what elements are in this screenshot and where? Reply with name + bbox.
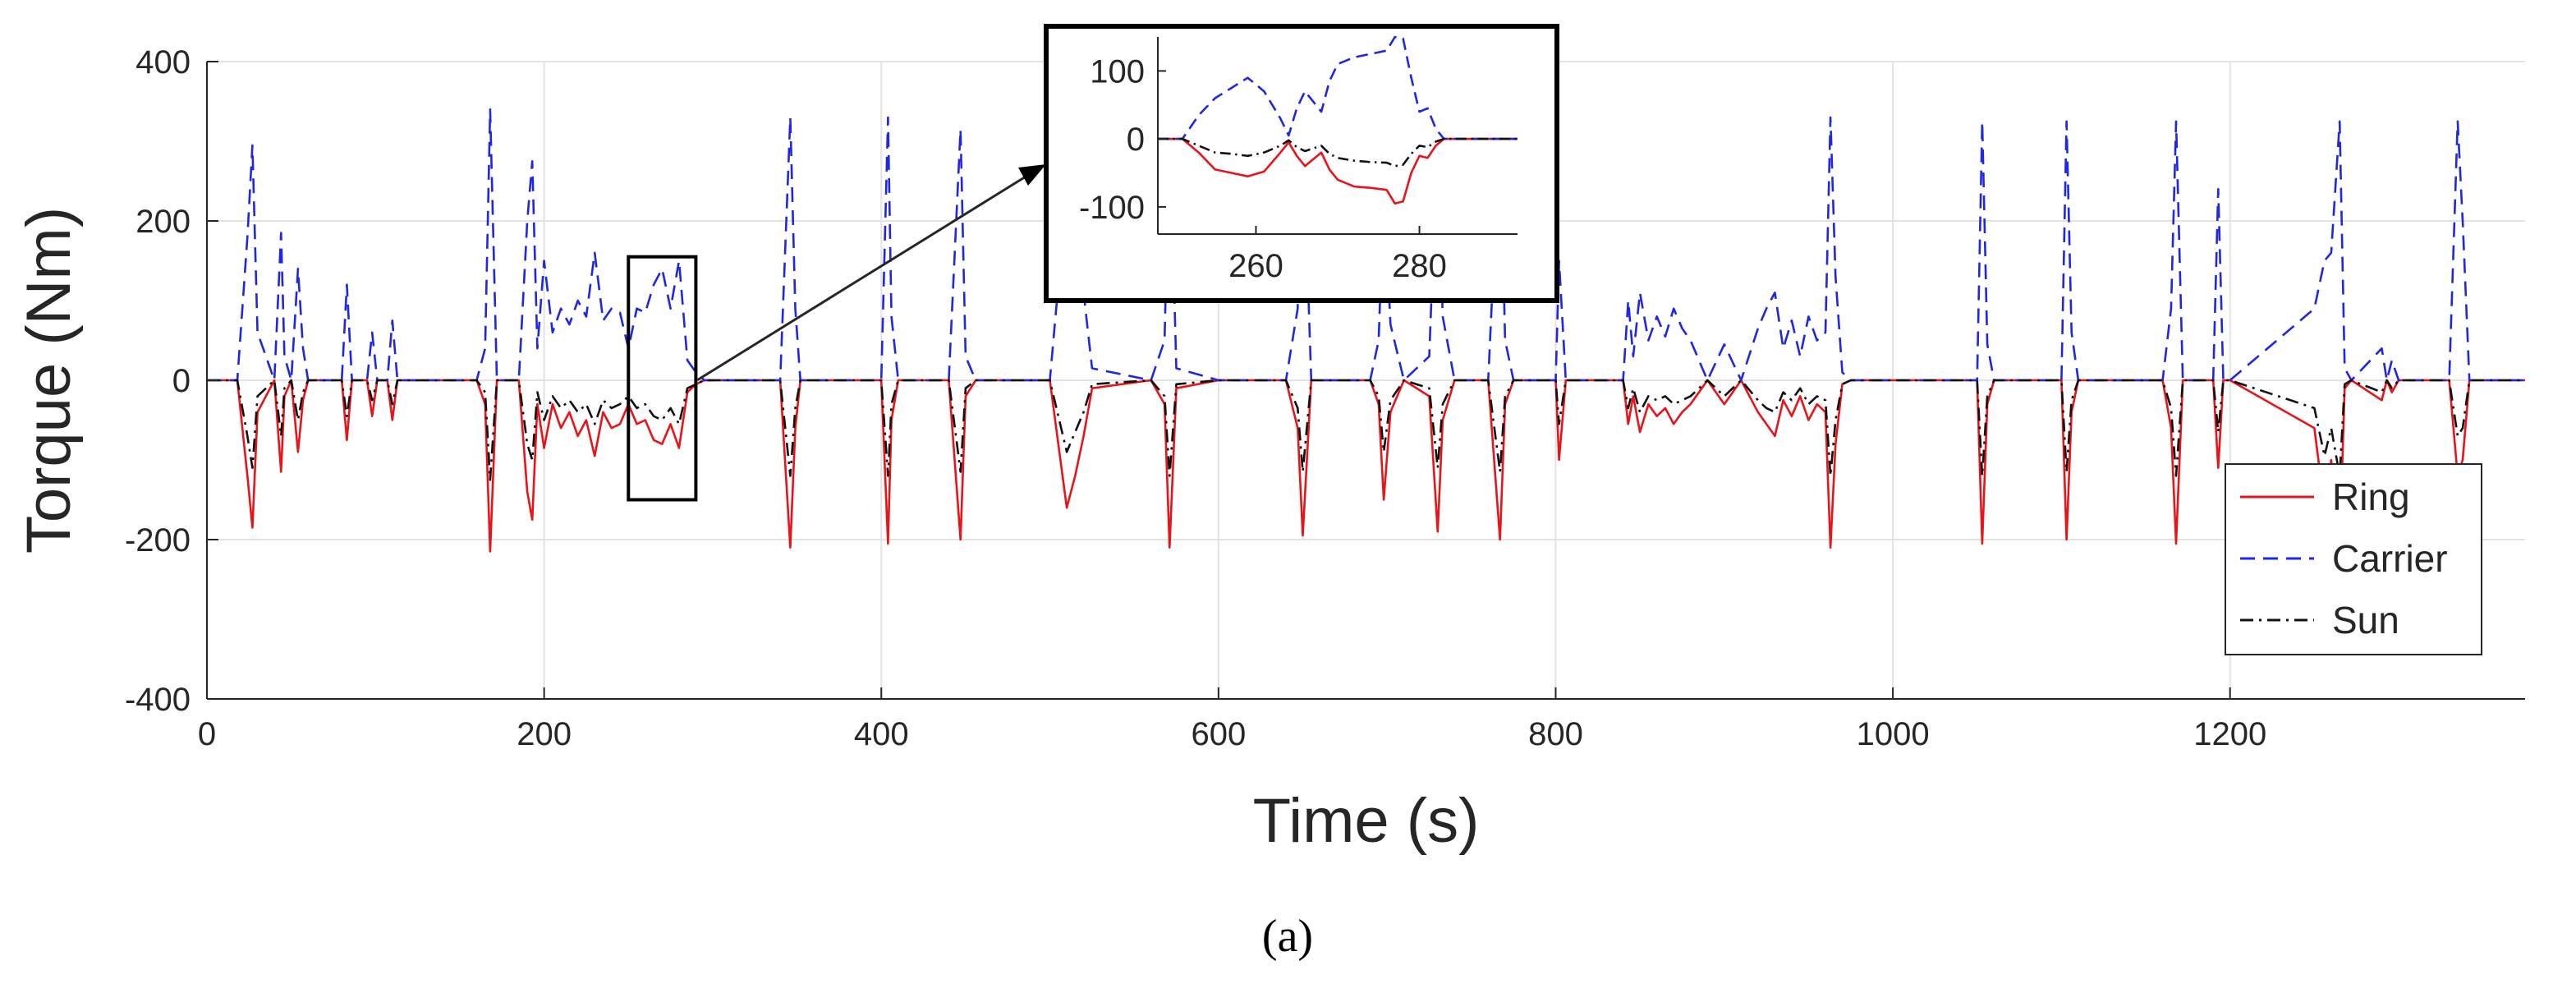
x-tick-label: 400 bbox=[854, 716, 909, 752]
figure-caption: (a) bbox=[1261, 911, 1314, 962]
y-tick-label: 200 bbox=[135, 204, 191, 240]
legend-label-carrier: Carrier bbox=[2332, 537, 2448, 580]
inset-series-line-ring bbox=[1158, 137, 1518, 205]
x-tick-label: 600 bbox=[1191, 716, 1246, 752]
legend: Ring Carrier Sun bbox=[2225, 463, 2482, 655]
inset-y-tick-label: 0 bbox=[1127, 122, 1145, 158]
x-axis-title: Time (s) bbox=[1253, 786, 1480, 856]
inset-plot: 260 280 -100 0 100 bbox=[1044, 24, 1559, 303]
x-tick-label: 200 bbox=[517, 716, 572, 752]
inset-y-tick-label: -100 bbox=[1079, 190, 1145, 226]
y-tick-label: 0 bbox=[172, 363, 191, 399]
zoom-arrow bbox=[696, 164, 1046, 381]
inset-series-line-carrier bbox=[1158, 35, 1518, 140]
zoom-arrow-line bbox=[696, 168, 1037, 381]
y-tick-label: -200 bbox=[125, 522, 191, 558]
inset-x-tick-label: 260 bbox=[1228, 248, 1283, 284]
inset-series-line-sun bbox=[1158, 137, 1518, 168]
y-tick-label: -400 bbox=[125, 682, 191, 718]
inset-x-tick-label: 280 bbox=[1392, 248, 1447, 284]
legend-label-ring: Ring bbox=[2332, 476, 2410, 518]
inset-y-tick-label: 100 bbox=[1090, 53, 1145, 90]
x-tick-label: 1200 bbox=[2193, 716, 2266, 752]
zoom-box bbox=[627, 255, 698, 502]
zoom-arrow-head bbox=[1018, 164, 1046, 186]
y-tick-label: 400 bbox=[135, 44, 191, 80]
x-tick-label: 800 bbox=[1528, 716, 1583, 752]
x-tick-label: 1000 bbox=[1857, 716, 1930, 752]
x-tick-label: 0 bbox=[198, 716, 216, 752]
legend-label-sun: Sun bbox=[2332, 599, 2399, 641]
y-axis-title: Torque (Nm) bbox=[14, 207, 84, 554]
inset-frame bbox=[1044, 24, 1559, 303]
